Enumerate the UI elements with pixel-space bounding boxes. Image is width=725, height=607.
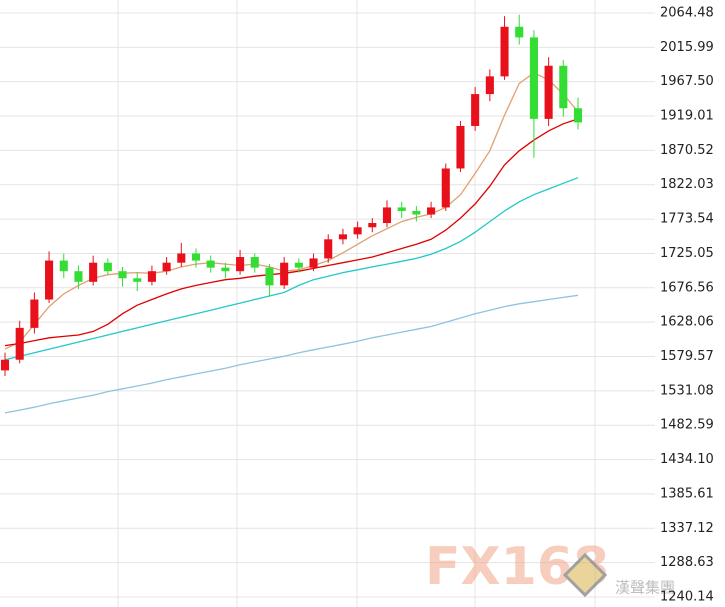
candle-body — [103, 262, 112, 272]
candle-body — [529, 37, 538, 119]
candle-body — [74, 271, 83, 282]
candle-body — [573, 108, 583, 123]
grid — [0, 12, 655, 598]
candle-body — [412, 210, 421, 215]
candle-body — [324, 239, 333, 259]
y-tick-label: 1967.50 — [660, 74, 714, 89]
y-tick-label: 1628.06 — [660, 315, 714, 330]
watermark: FX168 漢聲集團 — [425, 537, 675, 598]
candle-body — [59, 260, 68, 272]
candle-body — [133, 278, 142, 282]
watermark-subtitle: 漢聲集團 — [615, 579, 675, 597]
y-tick-label: 1385.61 — [660, 486, 714, 501]
candle-body — [309, 258, 318, 268]
candle-body — [397, 207, 406, 211]
candle-body — [206, 260, 215, 268]
candle-body — [544, 65, 553, 119]
candle-body — [265, 267, 274, 286]
y-tick-label: 1482.59 — [660, 418, 714, 433]
ma-line — [4, 118, 579, 347]
candle-body — [162, 262, 171, 272]
candle-body — [456, 125, 465, 169]
ma-line — [4, 72, 579, 350]
y-tick-label: 1919.01 — [660, 109, 714, 124]
y-tick-label: 1773.54 — [660, 212, 714, 227]
y-axis: 2064.48 2015.99 1967.50 1919.01 1870.52 1822.… — [660, 5, 714, 604]
candle-body — [353, 227, 362, 235]
candle-body — [191, 253, 201, 261]
candle-body — [236, 257, 245, 272]
y-tick-label: 1240.14 — [660, 589, 714, 604]
y-tick-label: 1725.05 — [660, 246, 714, 261]
candle-body — [471, 94, 480, 126]
candle-body — [559, 65, 568, 109]
y-tick-label: 1434.10 — [660, 452, 714, 467]
candle-body — [294, 262, 303, 268]
y-tick-label: 1870.52 — [660, 143, 714, 158]
candle-body — [485, 76, 494, 95]
candle-body — [427, 207, 436, 215]
y-tick-label: 2064.48 — [660, 5, 714, 20]
y-tick-label: 1579.57 — [660, 349, 714, 364]
candle-body — [30, 299, 39, 328]
y-tick-label: 1337.12 — [660, 521, 714, 536]
candle-body — [441, 168, 450, 208]
ma-line — [4, 177, 579, 361]
y-tick-label: 1288.63 — [660, 555, 714, 570]
candle-body — [221, 267, 230, 272]
y-tick-label: 1531.08 — [660, 383, 714, 398]
ma-line — [4, 294, 579, 414]
candle-body — [89, 262, 98, 282]
candle-body — [177, 253, 186, 263]
candle-body — [368, 223, 377, 228]
candle-body — [515, 26, 524, 38]
candle-body — [280, 262, 289, 286]
y-tick-label: 2015.99 — [660, 40, 714, 55]
candle-body — [118, 271, 127, 279]
watermark-icon — [562, 552, 608, 598]
candle-body — [45, 260, 54, 300]
moving-averages — [4, 72, 579, 414]
candle-body — [147, 271, 156, 282]
y-tick-label: 1676.56 — [660, 280, 714, 295]
candle-body — [382, 207, 392, 224]
candle-body — [338, 234, 347, 240]
candle-body — [500, 26, 509, 77]
y-tick-label: 1822.03 — [660, 177, 714, 192]
candles — [0, 14, 583, 377]
candle-body — [0, 359, 10, 371]
candle-body — [15, 327, 24, 360]
candle-body — [250, 257, 259, 268]
